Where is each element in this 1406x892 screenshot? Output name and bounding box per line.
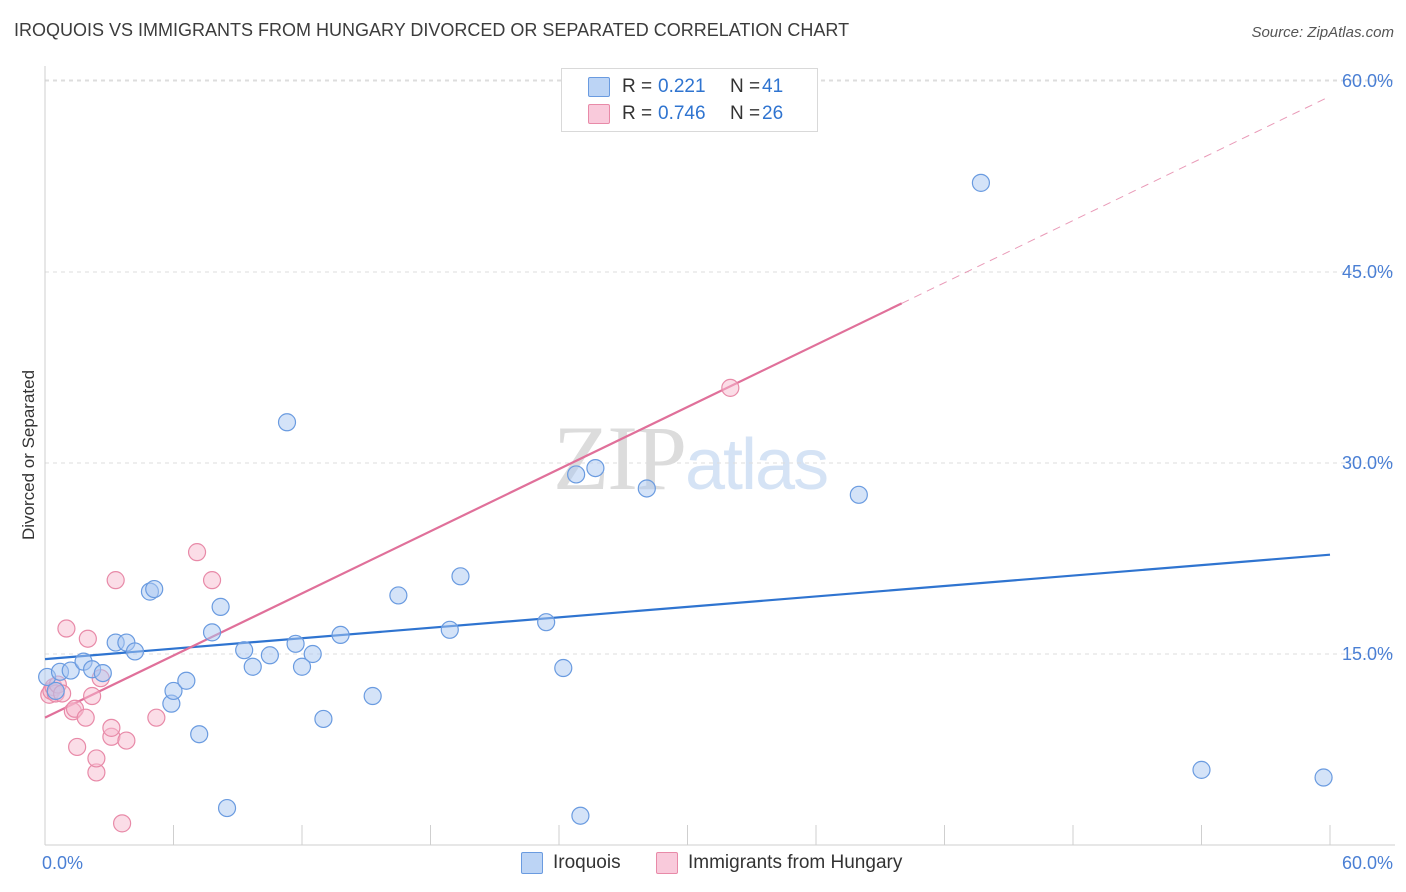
data-point-iroquois — [93, 663, 112, 683]
data-point-iroquois — [211, 597, 230, 616]
data-point-hungary — [202, 571, 222, 590]
grid-lines — [45, 79, 1395, 655]
data-point-iroquois — [277, 413, 297, 432]
y-tick-label: 30.0% — [1342, 453, 1393, 473]
data-point-hungary — [721, 378, 740, 397]
data-point-hungary — [117, 731, 136, 750]
data-point-iroquois — [292, 657, 312, 676]
data-point-hungary — [106, 571, 125, 590]
legend-row-iroquois: R = 0.221 N = 41 — [588, 74, 783, 100]
data-point-iroquois — [440, 620, 459, 639]
data-point-iroquois — [260, 646, 279, 665]
data-point-iroquois — [164, 681, 183, 701]
data-point-hungary — [112, 814, 132, 833]
data-point-iroquois — [190, 725, 209, 744]
y-axis-label: Divorced or Separated — [19, 370, 38, 540]
data-point-hungary — [78, 629, 97, 648]
data-point-hungary — [147, 708, 166, 727]
data-point-iroquois — [61, 661, 80, 680]
data-point-iroquois — [554, 658, 573, 678]
data-point-iroquois — [331, 625, 350, 645]
data-point-iroquois — [567, 465, 586, 484]
data-point-hungary — [187, 543, 207, 562]
y-tick-label: 15.0% — [1342, 644, 1393, 664]
data-point-hungary — [83, 686, 102, 706]
legend-swatch-blue — [588, 77, 610, 97]
data-point-iroquois — [314, 709, 333, 729]
data-point-hungary — [68, 737, 87, 757]
legend-n-label: N = — [730, 76, 761, 97]
bottom-legend-iroquois: Iroquois — [521, 852, 621, 874]
data-point-hungary — [102, 718, 121, 737]
data-point-iroquois — [849, 485, 868, 504]
trend-line-0 — [44, 553, 1331, 661]
y-tick-label: 60.0% — [1342, 71, 1393, 91]
data-point-iroquois — [971, 173, 991, 192]
x-tick-label: 0.0% — [42, 853, 83, 873]
bottom-legend-label: Iroquois — [553, 852, 621, 873]
data-point-iroquois — [235, 641, 254, 660]
axes — [44, 66, 1395, 846]
data-point-iroquois — [286, 634, 305, 653]
bottom-legend-swatch-pink — [656, 852, 678, 874]
data-point-iroquois — [537, 613, 556, 632]
x-tick-label: 60.0% — [1342, 853, 1393, 873]
legend: R = 0.221 N = 41 R = 0.746 N = 26 — [561, 68, 818, 132]
trend-lines — [44, 95, 1331, 719]
data-point-iroquois — [145, 579, 164, 599]
data-point-iroquois — [202, 623, 222, 642]
data-point-iroquois — [217, 798, 237, 818]
data-point-hungary — [57, 619, 76, 638]
data-point-iroquois — [1192, 760, 1211, 779]
data-point-iroquois — [363, 686, 382, 706]
data-point-hungary — [87, 749, 106, 768]
data-points — [38, 173, 1333, 833]
trend-line-1 — [44, 302, 903, 719]
legend-r-label: R = — [622, 76, 653, 97]
bottom-legend-hungary: Immigrants from Hungary — [656, 852, 902, 874]
data-point-hungary — [76, 708, 95, 727]
data-point-iroquois — [571, 806, 590, 825]
data-point-iroquois — [1314, 768, 1333, 787]
data-point-iroquois — [637, 479, 656, 498]
legend-swatch-pink — [588, 104, 610, 124]
y-tick-label: 45.0% — [1342, 262, 1393, 282]
legend-row-hungary: R = 0.746 N = 26 — [588, 101, 783, 127]
chart-title: IROQUOIS VS IMMIGRANTS FROM HUNGARY DIVO… — [14, 20, 850, 40]
data-point-iroquois — [451, 567, 470, 586]
legend-r-label: R = — [622, 103, 653, 124]
data-point-iroquois — [303, 644, 322, 664]
bottom-legend-swatch-blue — [521, 852, 543, 874]
bottom-legend-label: Immigrants from Hungary — [688, 852, 903, 873]
source-note: Source: ZipAtlas.com — [1251, 24, 1394, 41]
legend-n-value: 26 — [762, 103, 784, 124]
data-point-iroquois — [389, 586, 408, 605]
data-point-iroquois — [46, 681, 65, 701]
data-point-iroquois — [177, 671, 196, 690]
data-point-iroquois — [125, 642, 145, 661]
data-point-iroquois — [586, 458, 605, 478]
legend-n-label: N = — [730, 103, 761, 124]
trend-line-extension-1 — [901, 95, 1331, 304]
legend-r-value: 0.221 — [658, 76, 706, 97]
legend-n-value: 41 — [762, 76, 784, 97]
axis-labels: 15.0% 30.0% 45.0% 60.0% 0.0% 60.0% Divorced or… — [19, 71, 1393, 873]
legend-r-value: 0.746 — [658, 103, 706, 124]
data-point-iroquois — [243, 657, 262, 676]
